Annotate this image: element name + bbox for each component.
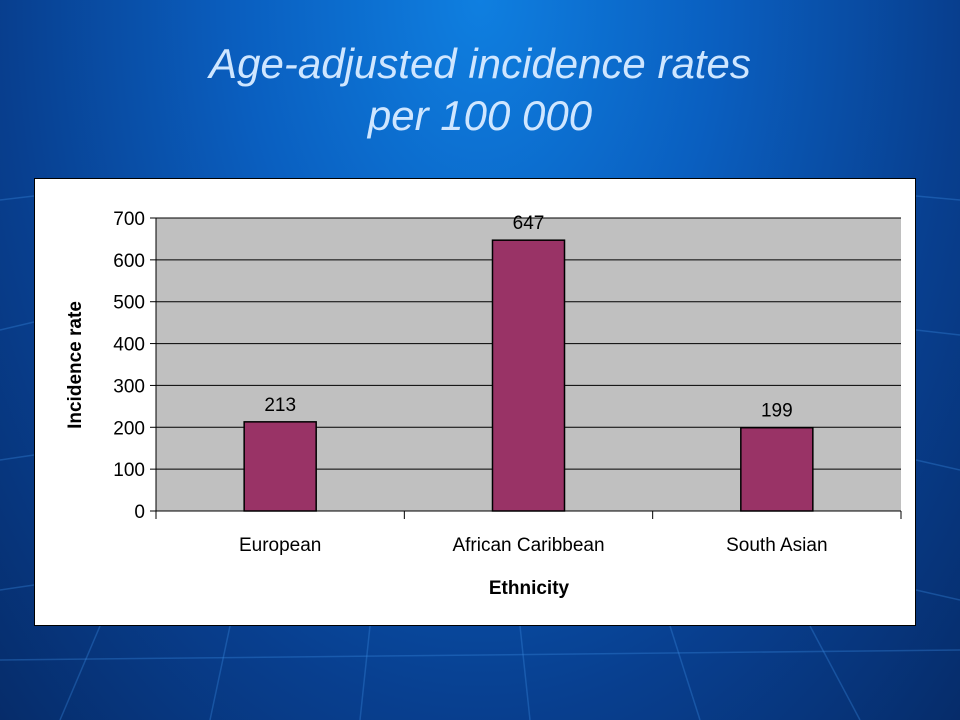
- y-tick-label: 400: [113, 335, 145, 356]
- bar-chart: 0 100 200 300 400 500 600 700 213 European 647 Afri…: [65, 209, 902, 599]
- bar: [243, 421, 317, 512]
- x-tick-label: African Caribbean: [452, 535, 604, 556]
- slide-title: Age-adjusted incidence rates per 100 000: [0, 38, 960, 142]
- bar: [740, 426, 814, 512]
- labels: 0 100 200 300 400 500 600 700 213 European 647 Afri…: [113, 209, 827, 556]
- slide-title-line-2: per 100 000: [367, 92, 593, 139]
- axes: [150, 217, 902, 519]
- y-tick-label: 100: [113, 460, 145, 481]
- x-axis-title: Ethnicity: [489, 578, 570, 599]
- y-tick-label: 200: [113, 418, 145, 439]
- y-tick-label: 600: [113, 251, 145, 272]
- y-tick-label: 0: [134, 502, 145, 523]
- data-label: 213: [264, 395, 296, 416]
- x-tick-label: South Asian: [726, 535, 827, 556]
- bar: [491, 239, 566, 512]
- y-tick-label: 700: [113, 209, 145, 230]
- x-tick-label: European: [239, 535, 321, 556]
- data-label: 647: [513, 213, 545, 234]
- chart-area: 0 100 200 300 400 500 600 700 213 European 647 Afri…: [34, 178, 916, 626]
- y-axis-title: Incidence rate: [65, 301, 86, 429]
- y-tick-label: 500: [113, 293, 145, 314]
- data-label: 199: [761, 401, 793, 422]
- slide-title-line-1: Age-adjusted incidence rates: [209, 40, 751, 87]
- y-tick-label: 300: [113, 376, 145, 397]
